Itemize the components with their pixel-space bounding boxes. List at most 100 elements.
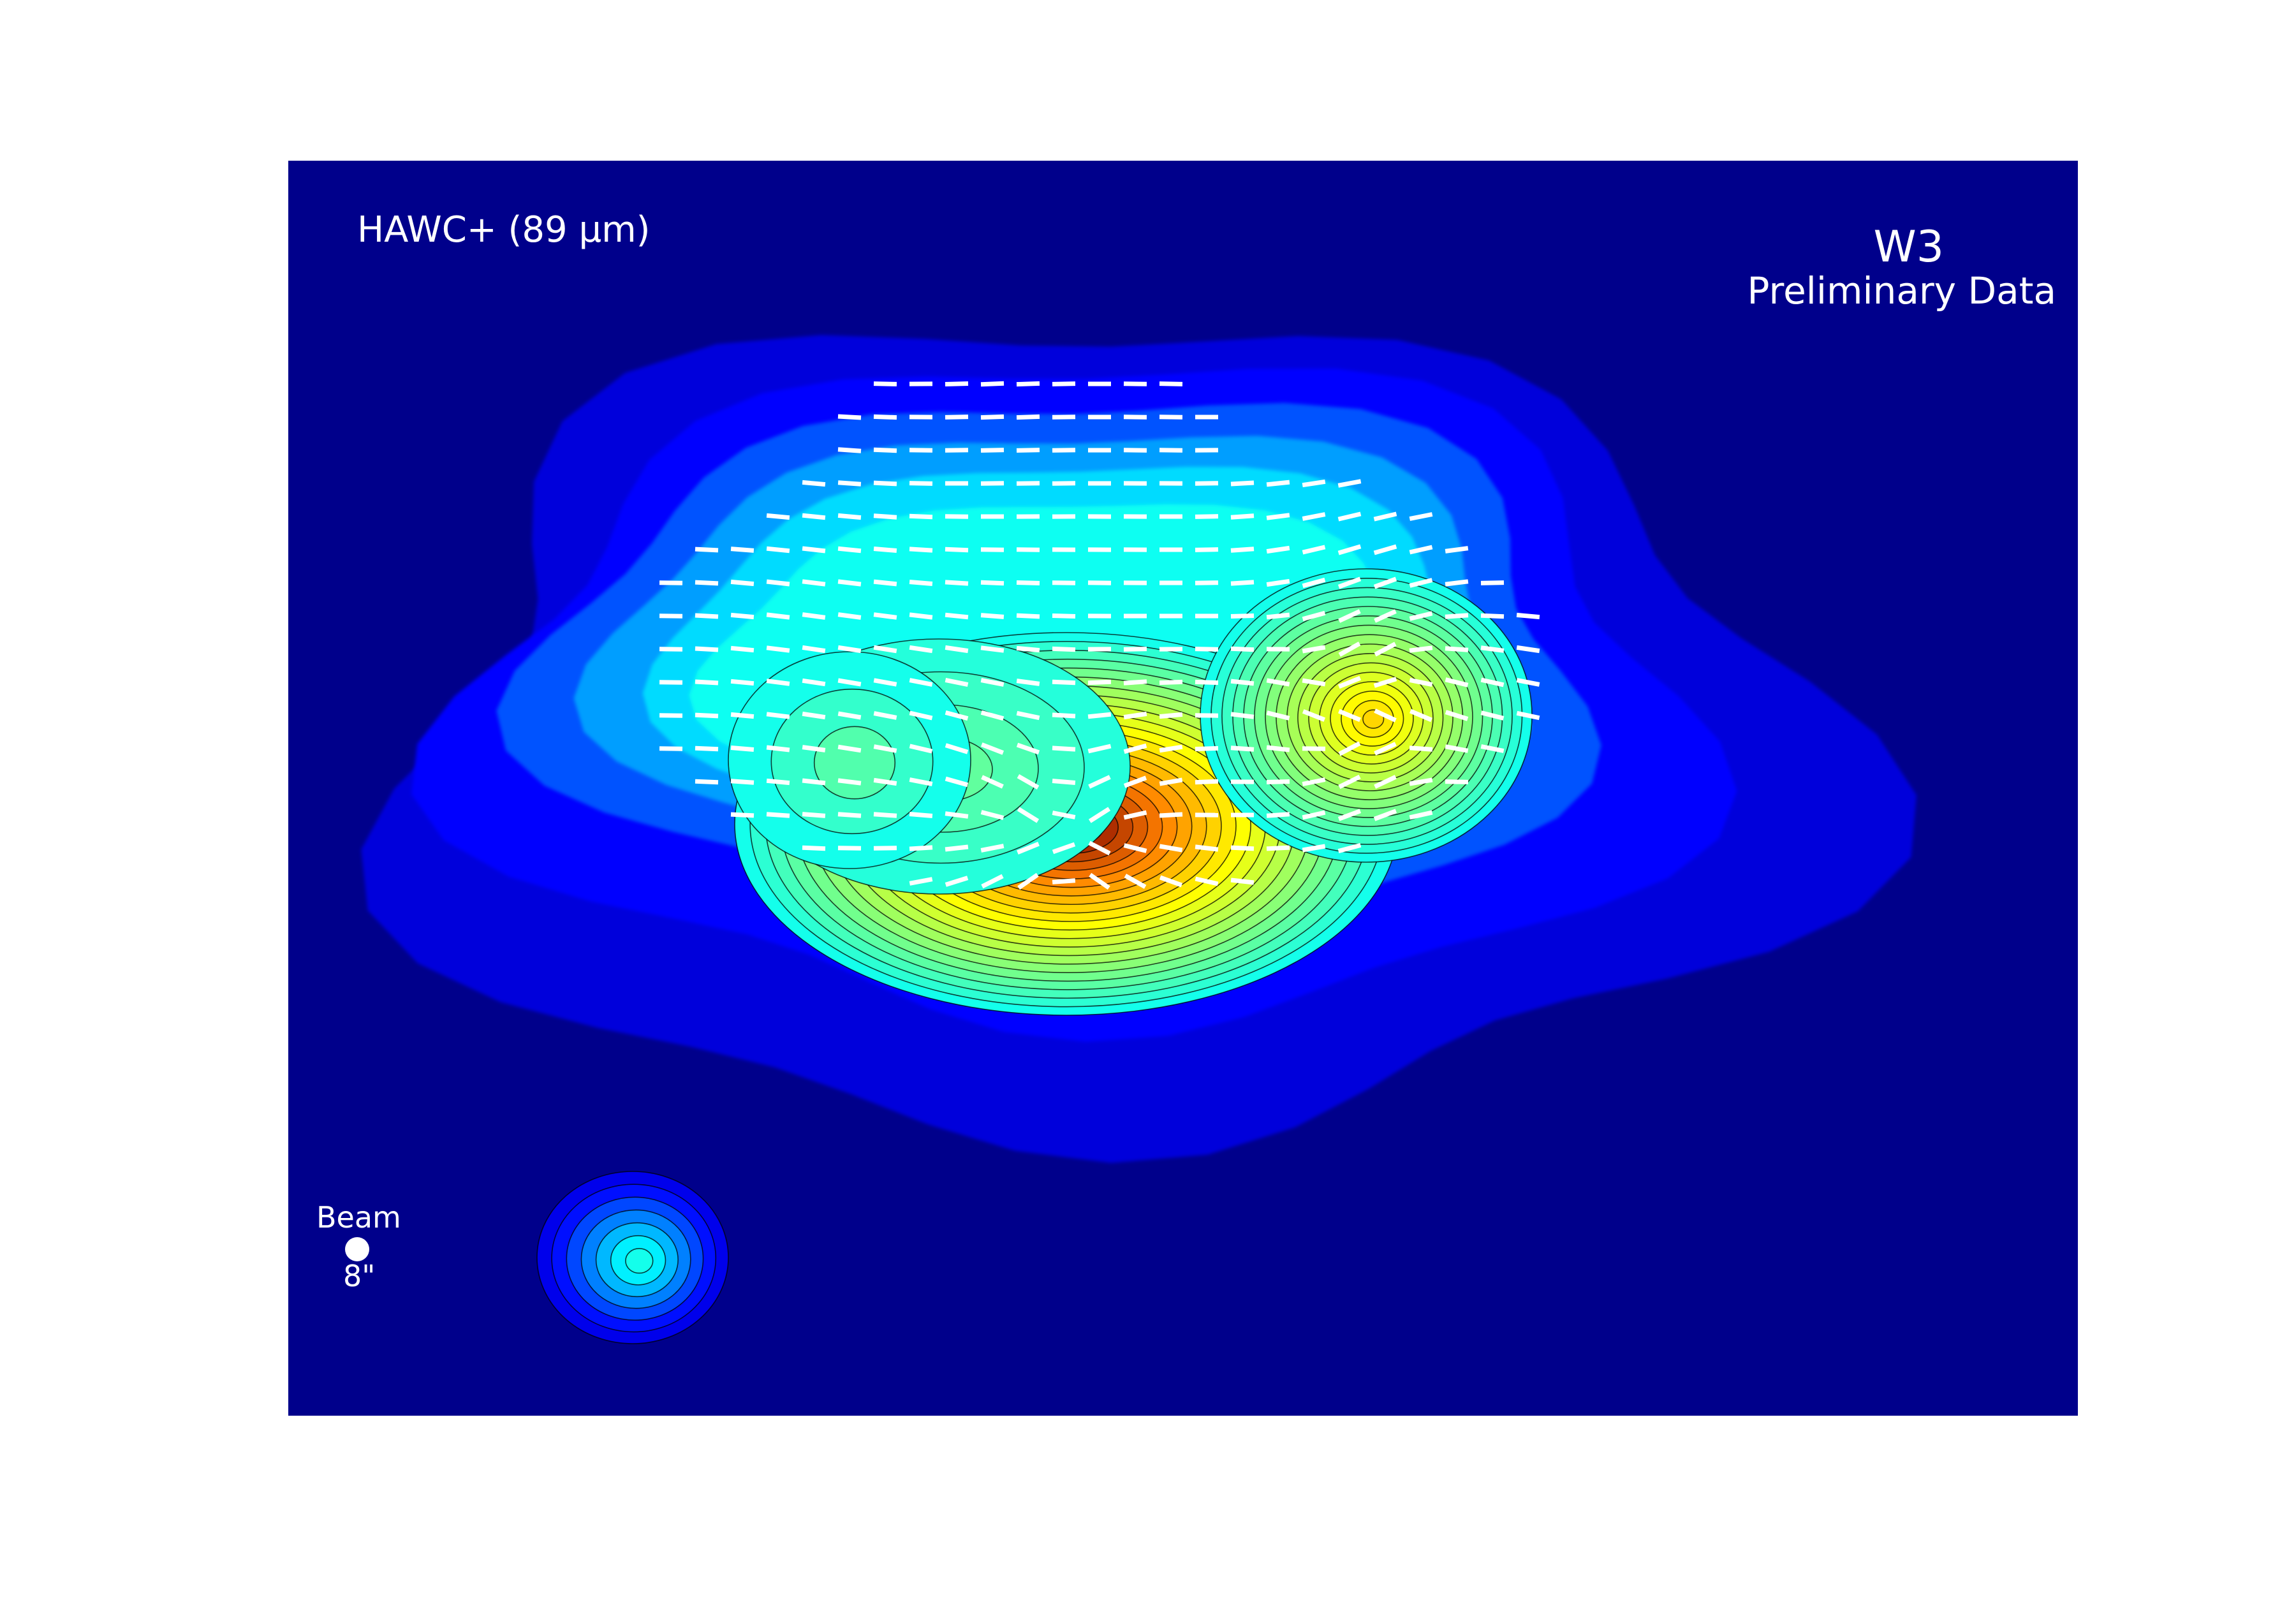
polarization-vector — [1445, 744, 1469, 753]
polarization-vector — [1374, 775, 1397, 789]
polarization-vector — [1230, 877, 1255, 885]
polarization-vector — [873, 612, 897, 620]
polarization-vector — [802, 645, 826, 654]
polarization-vector — [945, 776, 969, 788]
polarization-vector — [766, 513, 790, 520]
beam-marker — [345, 1237, 369, 1261]
polarization-vector — [1195, 745, 1219, 752]
polarization-vector — [980, 448, 1004, 453]
polarization-map: HAWC+ (89 μm) W3 Preliminary Data Beam 8… — [288, 161, 2078, 1416]
polarization-vector — [945, 612, 969, 620]
polarization-vector — [1266, 578, 1290, 587]
polarization-vector — [802, 513, 826, 520]
polarization-vector — [1159, 712, 1183, 719]
polarization-vector — [837, 447, 862, 453]
polarization-vector — [873, 381, 897, 386]
polarization-vector — [802, 480, 826, 487]
polarization-vector — [1480, 645, 1505, 653]
polarization-vector — [1445, 677, 1469, 687]
polarization-vector — [909, 777, 933, 786]
polarization-vector — [837, 711, 862, 720]
polarization-vector — [909, 812, 933, 818]
polarization-vector — [1123, 679, 1147, 686]
polarization-vector — [1302, 709, 1326, 722]
polarization-vector — [1052, 679, 1076, 686]
polarization-vector — [1052, 415, 1076, 420]
polarization-vector — [1195, 779, 1219, 785]
polarization-vector — [766, 679, 790, 686]
polarization-vector — [695, 613, 719, 619]
polarization-vector — [1409, 745, 1433, 752]
polarization-vector — [695, 779, 719, 785]
polarization-vector — [1230, 845, 1255, 851]
polarization-vector — [837, 513, 862, 520]
polarization-vector — [695, 679, 719, 686]
polarization-vector — [1159, 844, 1183, 853]
polarization-vector — [1480, 677, 1505, 687]
polarization-vector — [1266, 845, 1290, 851]
polarization-vector — [837, 846, 862, 851]
polarization-vector — [1159, 744, 1183, 753]
polarization-vector — [1480, 710, 1505, 721]
polarization-vector — [659, 613, 683, 619]
polarization-vector — [1052, 613, 1076, 619]
polarization-vector — [802, 678, 826, 687]
polarization-vector — [837, 414, 862, 420]
polarization-vector — [1302, 577, 1326, 589]
polarization-vector — [1016, 679, 1040, 686]
polarization-vector — [1445, 710, 1469, 721]
polarization-vector — [1516, 678, 1540, 687]
polarization-vector — [945, 844, 969, 852]
polarization-vector — [802, 546, 826, 554]
polarization-vector — [1374, 609, 1397, 623]
polarization-vector — [1123, 775, 1147, 788]
polarization-vector — [873, 513, 897, 520]
polarization-vector — [766, 812, 790, 818]
polarization-vector — [766, 645, 790, 653]
polarization-vector — [1016, 481, 1040, 486]
polarization-vector — [980, 645, 1004, 653]
polarization-vector — [873, 579, 897, 587]
polarization-vector — [1087, 744, 1112, 754]
polarization-vector — [909, 547, 933, 553]
polarization-vector — [945, 743, 969, 754]
polarization-vector — [1409, 677, 1433, 687]
polarization-vector — [1159, 415, 1183, 420]
polarization-vector — [695, 547, 719, 553]
polarization-vector — [802, 711, 826, 720]
polarization-vector — [1337, 511, 1362, 522]
polarization-vector — [1373, 544, 1397, 555]
polarization-vector — [1052, 745, 1076, 752]
polarization-vector — [1302, 844, 1326, 853]
polarization-vector — [802, 579, 826, 587]
polarization-vector — [802, 745, 826, 752]
polarization-vector — [1159, 875, 1183, 888]
polarization-vector — [873, 846, 897, 851]
polarization-vector — [909, 877, 933, 886]
polarization-vector — [1445, 546, 1469, 554]
polarization-vector — [659, 680, 683, 685]
polarization-vector — [837, 778, 862, 786]
polarization-vector — [1195, 647, 1219, 652]
polarization-vector — [909, 481, 933, 486]
polarization-vector — [1266, 545, 1290, 554]
polarization-vector — [1159, 381, 1183, 386]
polarization-vector — [1302, 810, 1326, 820]
polarization-vector — [1302, 479, 1326, 488]
polarization-vector — [730, 579, 754, 587]
polarization-vector — [1409, 512, 1433, 521]
polarization-vector — [1230, 480, 1255, 487]
polarization-vector — [1123, 810, 1147, 820]
polarization-vector — [909, 845, 933, 851]
polarization-vector — [1123, 743, 1147, 754]
target-name: W3 — [1873, 222, 1945, 272]
polarization-vector — [1016, 742, 1040, 755]
polarization-vector — [980, 613, 1004, 619]
polarization-vector — [730, 679, 754, 686]
polarization-vector — [695, 646, 719, 652]
polarization-vector — [980, 678, 1004, 687]
polarization-vector — [981, 874, 1004, 889]
polarization-vector — [1123, 843, 1147, 853]
polarization-vector — [1516, 612, 1540, 620]
polarization-vector — [1017, 774, 1040, 789]
